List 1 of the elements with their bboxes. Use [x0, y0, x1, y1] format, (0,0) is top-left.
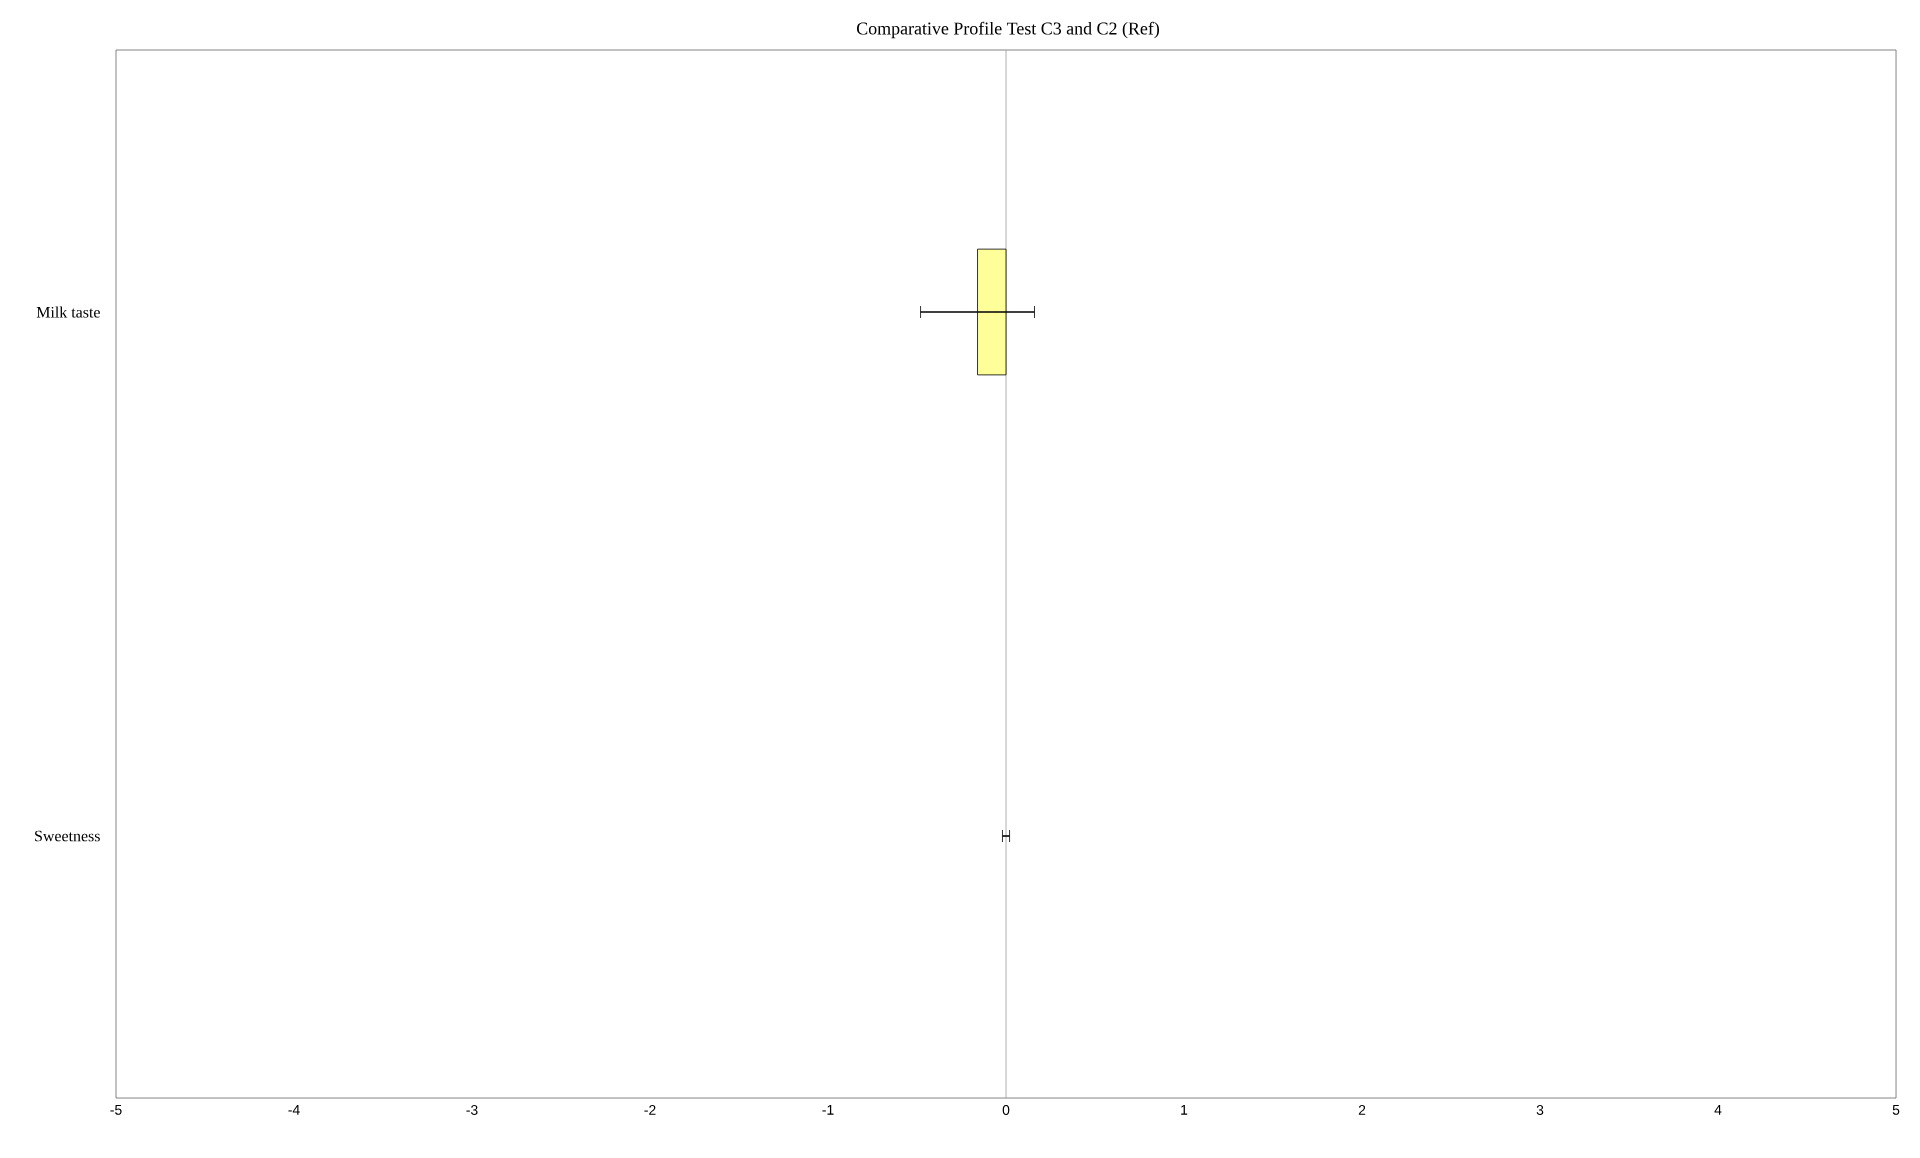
- chart-title: Comparative Profile Test C3 and C2 (Ref): [856, 21, 1160, 39]
